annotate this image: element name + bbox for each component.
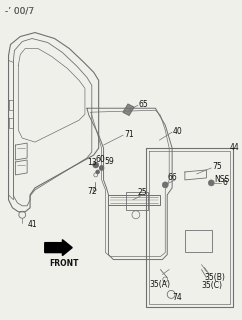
Text: 71: 71	[124, 130, 134, 139]
Text: 40: 40	[173, 127, 183, 136]
Text: -’ 00/7: -’ 00/7	[5, 6, 34, 15]
Text: 74: 74	[172, 293, 182, 302]
Circle shape	[93, 162, 99, 168]
Text: 75: 75	[212, 163, 222, 172]
Polygon shape	[45, 240, 72, 256]
Bar	[185, 230, 212, 252]
Text: 13: 13	[87, 158, 97, 167]
Text: 44: 44	[230, 142, 240, 152]
Circle shape	[162, 182, 168, 188]
Polygon shape	[123, 104, 134, 115]
Text: -’ 00/7: -’ 00/7	[5, 6, 34, 15]
Text: FRONT: FRONT	[50, 259, 79, 268]
Text: 60: 60	[96, 156, 106, 164]
Text: 59: 59	[105, 157, 114, 166]
Text: 35(B): 35(B)	[204, 273, 225, 282]
Bar	[126, 192, 148, 210]
Text: 25: 25	[138, 188, 147, 197]
Circle shape	[99, 165, 104, 171]
Text: 72: 72	[87, 188, 97, 196]
Text: 6: 6	[222, 179, 227, 188]
Text: 66: 66	[167, 173, 177, 182]
Circle shape	[208, 180, 214, 186]
Text: 41: 41	[27, 220, 37, 229]
Text: NSS: NSS	[214, 175, 229, 184]
Text: 35(C): 35(C)	[202, 281, 222, 290]
Circle shape	[96, 170, 100, 174]
Text: 35(A): 35(A)	[150, 280, 171, 289]
Text: 65: 65	[139, 100, 149, 109]
